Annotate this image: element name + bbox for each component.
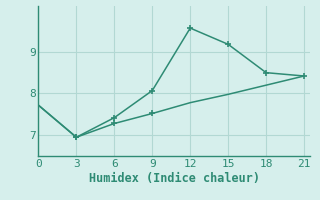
X-axis label: Humidex (Indice chaleur): Humidex (Indice chaleur) — [89, 172, 260, 185]
